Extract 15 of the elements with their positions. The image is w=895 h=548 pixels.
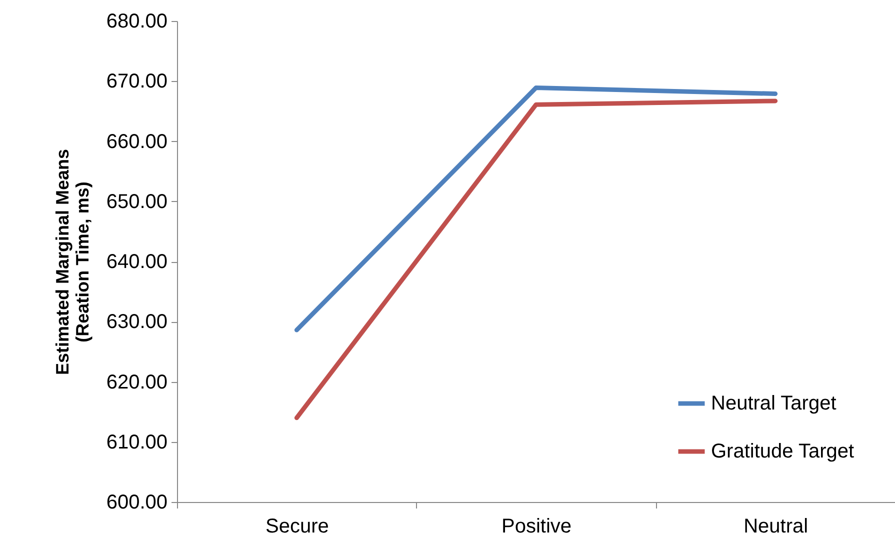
legend-label: Neutral Target xyxy=(711,392,837,414)
y-tick-label: 620.00 xyxy=(106,371,168,394)
y-tick-label: 610.00 xyxy=(106,431,168,454)
y-tick-label: 680.00 xyxy=(106,10,168,32)
legend-label: Gratitude Target xyxy=(711,440,854,462)
y-tick-label: 660.00 xyxy=(106,130,168,153)
y-axis-title: Estimated Marginal Means (Reation Time, ms) xyxy=(52,148,92,376)
y-tick-label: 650.00 xyxy=(106,190,168,213)
y-tick-label: 630.00 xyxy=(106,311,168,334)
x-tick-label: Positive xyxy=(501,516,572,538)
x-tick-label: Neutral xyxy=(744,516,808,538)
y-tick-label: 600.00 xyxy=(106,492,168,514)
y-tick-label: 640.00 xyxy=(106,251,168,273)
x-tick-label: Secure xyxy=(265,516,329,538)
y-tick-label: 670.00 xyxy=(106,70,168,93)
